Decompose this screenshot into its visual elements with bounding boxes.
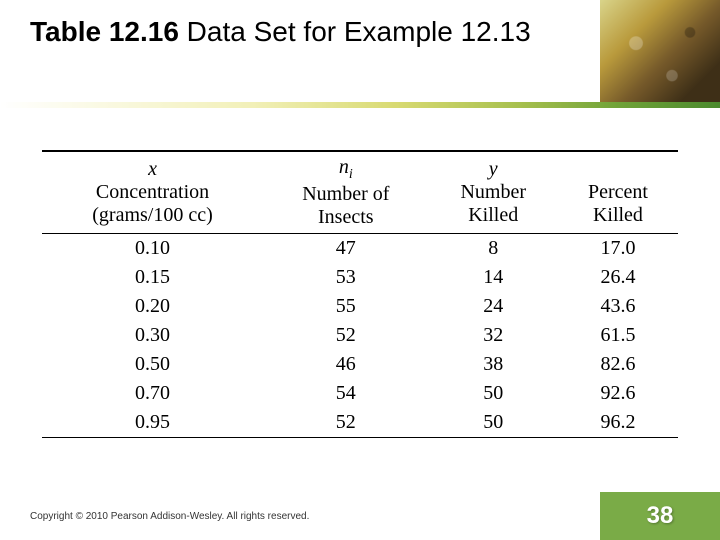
table-cell: 46 (263, 350, 428, 379)
title-rest: Data Set for Example 12.13 (179, 16, 531, 47)
col-header-killed: y Number Killed (429, 152, 558, 234)
table-cell: 0.30 (42, 321, 263, 350)
table-cell: 54 (263, 379, 428, 408)
table-cell: 92.6 (558, 379, 678, 408)
table-row: 0.30523261.5 (42, 321, 678, 350)
table-row: 0.15531426.4 (42, 263, 678, 292)
title-bold: Table 12.16 (30, 16, 179, 47)
table-cell: 0.50 (42, 350, 263, 379)
table-cell: 17.0 (558, 234, 678, 263)
table-row: 0.1047817.0 (42, 234, 678, 263)
page-number-box: 38 (600, 492, 720, 540)
table-cell: 61.5 (558, 321, 678, 350)
table-cell: 0.15 (42, 263, 263, 292)
data-table-container: x Concentration (grams/100 cc) ni Number… (42, 150, 678, 438)
table-cell: 8 (429, 234, 558, 263)
table-cell: 52 (263, 408, 428, 438)
slide-title: Table 12.16 Data Set for Example 12.13 (30, 16, 590, 48)
table-header-row: x Concentration (grams/100 cc) ni Number… (42, 152, 678, 234)
table-cell: 82.6 (558, 350, 678, 379)
table-cell: 0.20 (42, 292, 263, 321)
decorative-corner-image (600, 0, 720, 108)
col-header-percent: Percent Killed (558, 152, 678, 234)
table-cell: 50 (429, 379, 558, 408)
copyright-text: Copyright © 2010 Pearson Addison-Wesley.… (30, 511, 309, 522)
table-row: 0.50463882.6 (42, 350, 678, 379)
col-header-insects: ni Number of Insects (263, 152, 428, 234)
table-cell: 43.6 (558, 292, 678, 321)
table-cell: 24 (429, 292, 558, 321)
table-cell: 96.2 (558, 408, 678, 438)
table-row: 0.20552443.6 (42, 292, 678, 321)
table-cell: 14 (429, 263, 558, 292)
col-header-concentration: x Concentration (grams/100 cc) (42, 152, 263, 234)
page-number: 38 (647, 502, 674, 530)
table-cell: 38 (429, 350, 558, 379)
table-row: 0.70545092.6 (42, 379, 678, 408)
table-cell: 0.95 (42, 408, 263, 438)
table-cell: 0.70 (42, 379, 263, 408)
table-cell: 26.4 (558, 263, 678, 292)
table-cell: 32 (429, 321, 558, 350)
table-cell: 0.10 (42, 234, 263, 263)
table-cell: 47 (263, 234, 428, 263)
slide: Table 12.16 Data Set for Example 12.13 x (0, 0, 720, 540)
gradient-divider (0, 102, 720, 108)
data-table: x Concentration (grams/100 cc) ni Number… (42, 150, 678, 438)
table-cell: 50 (429, 408, 558, 438)
table-cell: 53 (263, 263, 428, 292)
table-cell: 55 (263, 292, 428, 321)
table-cell: 52 (263, 321, 428, 350)
table-row: 0.95525096.2 (42, 408, 678, 438)
